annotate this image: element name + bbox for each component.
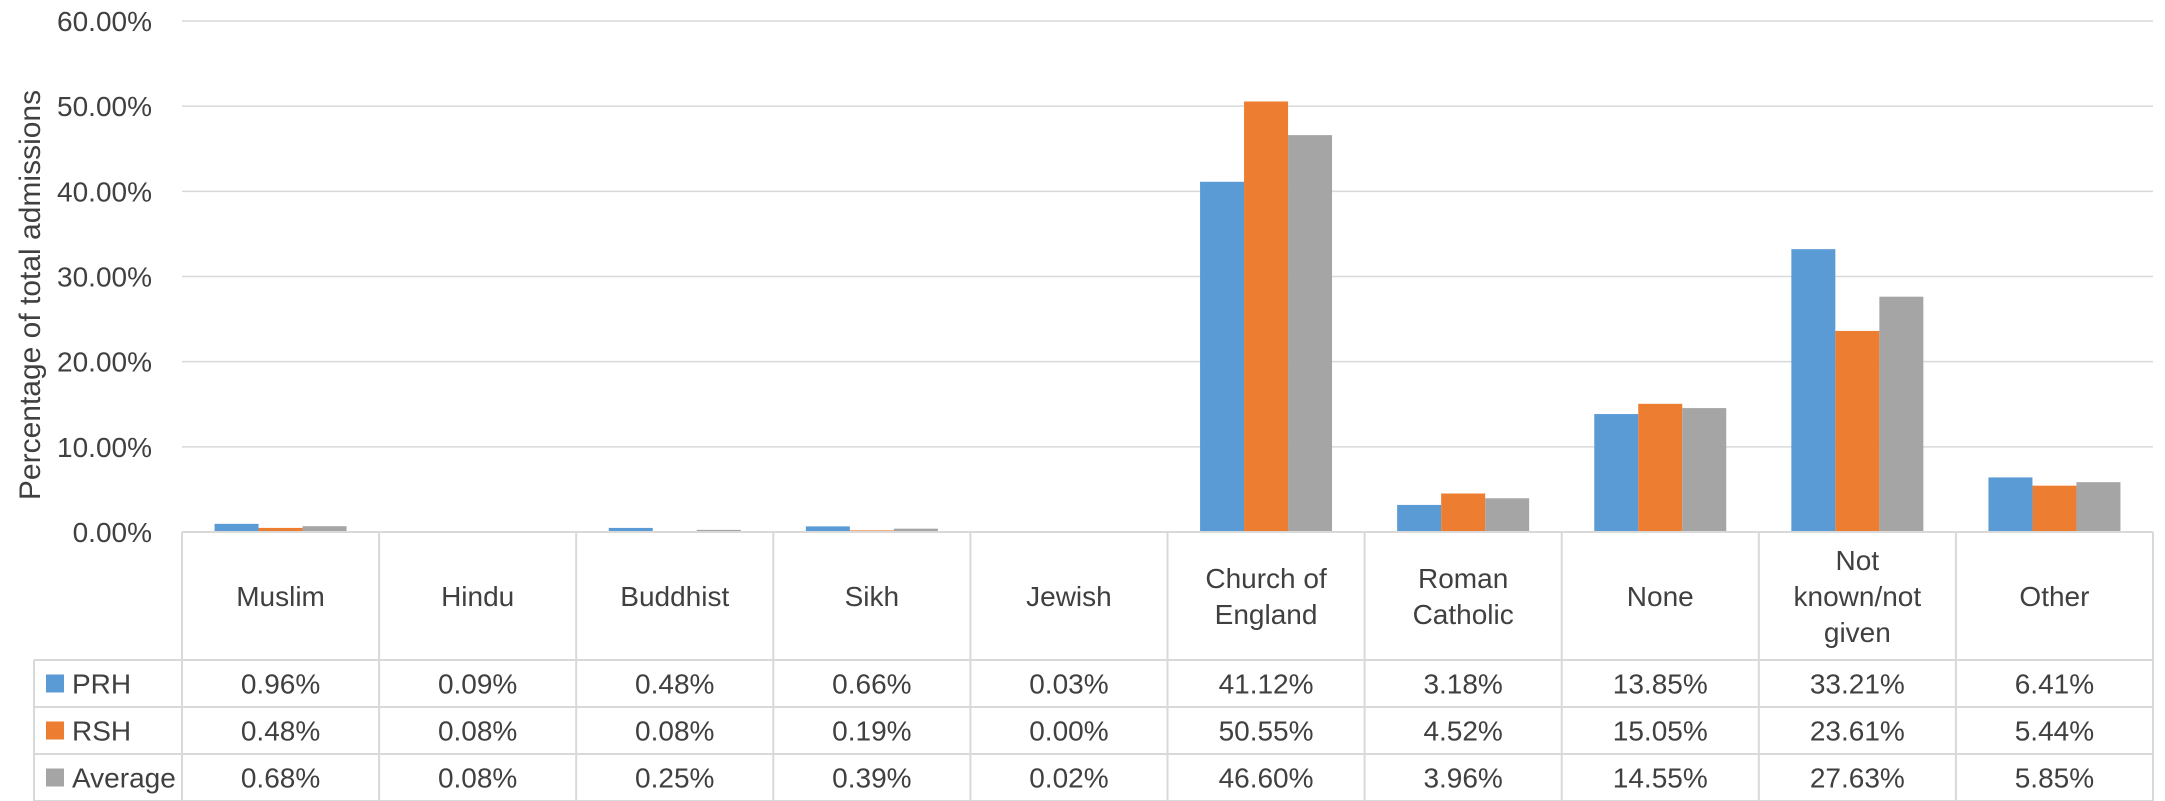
legend-label: PRH (72, 669, 131, 700)
data-label: 46.60% (1219, 763, 1314, 794)
category-label: Other (2019, 581, 2089, 612)
data-label: 0.08% (438, 763, 517, 794)
bar (1988, 477, 2033, 532)
data-label: 14.55% (1613, 763, 1708, 794)
bar (2032, 485, 2077, 532)
data-label: 6.41% (2015, 669, 2094, 700)
bar (302, 526, 347, 532)
bar (893, 528, 938, 532)
data-label: 0.48% (635, 669, 714, 700)
bar (1879, 296, 1924, 532)
bar (1441, 493, 1486, 532)
data-label: 5.85% (2015, 763, 2094, 794)
category-label: None (1627, 581, 1694, 612)
category-label: Catholic (1413, 599, 1514, 630)
data-label: 15.05% (1613, 716, 1708, 747)
category-label: Jewish (1026, 581, 1112, 612)
bar (696, 529, 741, 532)
data-label: 23.61% (1810, 716, 1905, 747)
data-label: 0.02% (1029, 763, 1108, 794)
bar (1288, 135, 1333, 532)
data-label: 0.00% (1029, 716, 1108, 747)
category-label: England (1215, 599, 1318, 630)
data-label: 0.19% (832, 716, 911, 747)
data-label: 0.68% (241, 763, 320, 794)
data-label: 0.39% (832, 763, 911, 794)
y-tick-label: 10.00% (57, 432, 152, 463)
y-tick-label: 0.00% (73, 517, 152, 548)
y-tick-label: 40.00% (57, 176, 152, 207)
legend-label: RSH (72, 716, 131, 747)
legend-label: Average (72, 763, 176, 794)
data-label: 4.52% (1423, 716, 1502, 747)
legend-swatch (46, 768, 64, 787)
legend-swatch (46, 674, 64, 693)
data-label: 50.55% (1219, 716, 1314, 747)
bar (805, 526, 850, 532)
y-tick-label: 60.00% (57, 6, 152, 37)
data-label: 27.63% (1810, 763, 1905, 794)
bar (2076, 482, 2121, 532)
bar (1835, 330, 1880, 532)
bar (1200, 181, 1245, 532)
bar (1485, 498, 1530, 532)
category-label: Church of (1205, 563, 1327, 594)
y-axis: 0.00% 10.00% 20.00% 30.00% 40.00% 50.00% 60.00… (57, 6, 152, 548)
data-label: 0.08% (438, 716, 517, 747)
category-label: given (1824, 617, 1891, 648)
data-label: 0.96% (241, 669, 320, 700)
bar (1397, 504, 1442, 532)
category-label: known/not (1794, 581, 1922, 612)
y-tick-label: 20.00% (57, 347, 152, 378)
bar (258, 527, 303, 532)
data-label: 0.48% (241, 716, 320, 747)
y-tick-label: 30.00% (57, 262, 152, 293)
bar (1244, 101, 1289, 533)
data-label: 13.85% (1613, 669, 1708, 700)
bar (214, 523, 259, 532)
bars (214, 101, 2121, 533)
data-label: 33.21% (1810, 669, 1905, 700)
data-label: 0.09% (438, 669, 517, 700)
bar (1638, 403, 1683, 532)
data-label: 3.96% (1423, 763, 1502, 794)
y-tick-label: 50.00% (57, 91, 152, 122)
category-label: Buddhist (620, 581, 729, 612)
y-axis-title: Percentage of total admissions (14, 90, 47, 500)
data-label: 41.12% (1219, 669, 1314, 700)
data-label: 0.66% (832, 669, 911, 700)
bar (1682, 408, 1727, 532)
category-label: Roman (1418, 563, 1508, 594)
category-label: Not (1836, 545, 1880, 576)
bar (608, 527, 653, 532)
data-label: 0.25% (635, 763, 714, 794)
category-label: Sikh (845, 581, 899, 612)
data-label: 5.44% (2015, 716, 2094, 747)
bar (1594, 414, 1639, 532)
data-table: Muslim Hindu Buddhist Sikh Jewish Church of En… (33, 531, 2154, 801)
gridlines (182, 20, 2153, 533)
category-label: Hindu (441, 581, 514, 612)
data-label: 0.08% (635, 716, 714, 747)
data-label: 3.18% (1423, 669, 1502, 700)
data-label: 0.03% (1029, 669, 1108, 700)
category-label: Muslim (236, 581, 325, 612)
legend-swatch (46, 721, 64, 740)
bar (1791, 249, 1836, 532)
